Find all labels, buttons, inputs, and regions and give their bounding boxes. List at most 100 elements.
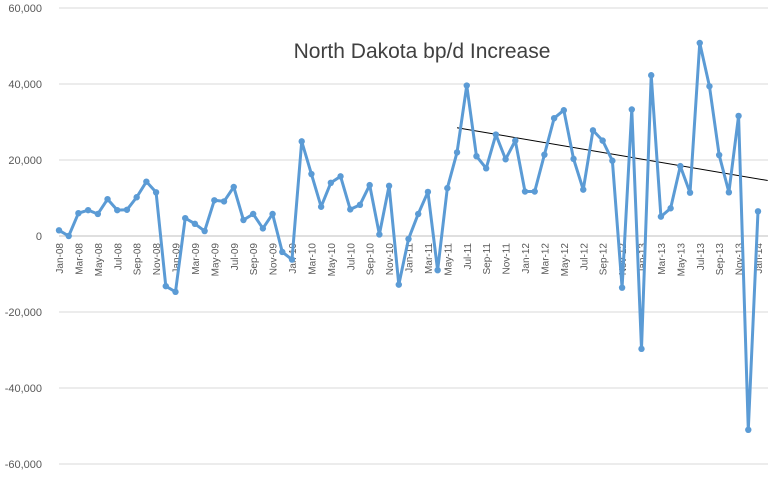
x-tick-label: Mar-10: [307, 243, 318, 275]
data-point: [657, 213, 665, 220]
data-point: [686, 189, 694, 196]
data-point: [288, 256, 296, 263]
data-point: [550, 115, 558, 122]
series-group: [55, 39, 762, 433]
data-point: [706, 83, 713, 90]
data-point: [589, 127, 597, 134]
data-point: [347, 206, 354, 213]
x-tick-label: Nov-10: [385, 243, 396, 276]
x-tick-label: Sep-09: [249, 243, 260, 276]
data-point: [317, 203, 325, 210]
data-point: [143, 178, 150, 185]
x-tick-label: Sep-13: [715, 243, 726, 276]
y-tick-label: 40,000: [8, 79, 42, 91]
data-point: [463, 82, 470, 89]
data-point: [65, 232, 72, 240]
data-point: [638, 345, 645, 353]
data-point: [201, 227, 208, 235]
y-axis-ticks: -60,000 -40,000 -20,000 0 20,000 40,000 60,000: [5, 3, 42, 471]
data-point: [211, 197, 218, 204]
x-tick-label: Jan-09: [172, 243, 183, 274]
data-point: [609, 157, 616, 164]
data-point: [648, 72, 655, 79]
x-tick-label: May-11: [443, 243, 454, 276]
y-tick-label: 0: [36, 231, 42, 243]
data-point: [298, 138, 305, 145]
trendline: [456, 127, 768, 182]
data-point: [191, 220, 199, 228]
data-point: [570, 155, 577, 163]
data-point: [395, 281, 402, 288]
x-tick-label: Mar-12: [540, 243, 551, 275]
data-point: [541, 151, 548, 158]
data-point: [415, 210, 422, 218]
data-point: [560, 107, 568, 114]
data-point: [667, 205, 674, 212]
data-point: [104, 195, 111, 203]
data-point: [580, 186, 587, 193]
data-point: [114, 206, 121, 214]
x-tick-label: Mar-08: [74, 243, 85, 275]
gridlines: [59, 7, 768, 465]
x-tick-label: Jan-12: [521, 243, 532, 274]
x-tick-label: Nov-09: [269, 243, 280, 276]
x-tick-label: May-10: [327, 243, 338, 277]
data-point: [473, 153, 480, 160]
x-tick-label: Jan-14: [754, 243, 765, 274]
x-tick-label: Jan-11: [405, 243, 416, 273]
x-tick-label: Mar-11: [424, 243, 435, 274]
data-point: [133, 194, 140, 201]
data-point: [230, 183, 237, 191]
data-point: [152, 189, 160, 196]
data-point: [599, 137, 606, 144]
data-point: [240, 216, 247, 224]
x-tick-label: Sep-08: [133, 243, 144, 276]
x-tick-label: Jul-12: [579, 243, 590, 271]
x-tick-label: May-12: [560, 243, 571, 277]
y-tick-label: -40,000: [5, 383, 42, 395]
data-point: [123, 206, 131, 213]
data-point: [444, 184, 451, 192]
data-point: [715, 151, 723, 159]
data-point: [618, 284, 626, 291]
data-point: [94, 210, 102, 218]
data-point: [492, 131, 500, 138]
data-point: [531, 188, 538, 195]
x-tick-label: Jul-09: [230, 243, 241, 271]
data-point: [249, 210, 257, 218]
data-point: [337, 173, 344, 180]
x-tick-label: Jul-08: [113, 243, 124, 271]
data-point: [696, 39, 703, 47]
y-tick-label: -20,000: [5, 307, 42, 319]
data-point: [308, 170, 315, 178]
data-point: [405, 235, 412, 243]
x-tick-label: May-08: [94, 243, 105, 277]
data-point: [745, 426, 752, 433]
x-tick-label: Sep-10: [366, 243, 377, 276]
data-point: [84, 206, 92, 214]
data-point: [269, 210, 276, 218]
data-point: [259, 225, 267, 232]
y-tick-label: 60,000: [8, 3, 42, 15]
data-point: [453, 149, 461, 156]
data-point: [628, 106, 635, 113]
data-point: [512, 137, 519, 144]
x-tick-label: Jul-10: [346, 243, 357, 271]
data-point: [279, 248, 286, 256]
x-tick-label: Jul-11: [463, 243, 474, 270]
x-tick-label: Mar-09: [191, 243, 202, 275]
data-point: [182, 214, 189, 222]
data-point: [735, 112, 742, 120]
x-tick-label: Jul-13: [696, 243, 707, 271]
x-tick-label: Jan-13: [638, 243, 649, 274]
data-point: [725, 189, 733, 196]
data-point: [482, 165, 490, 172]
trendline-group: [456, 127, 768, 182]
x-tick-label: Sep-11: [482, 243, 493, 275]
data-point: [385, 182, 393, 190]
x-tick-label: May-09: [210, 243, 221, 277]
x-tick-label: Sep-12: [599, 243, 610, 276]
data-point: [366, 181, 373, 189]
data-point: [424, 188, 432, 196]
